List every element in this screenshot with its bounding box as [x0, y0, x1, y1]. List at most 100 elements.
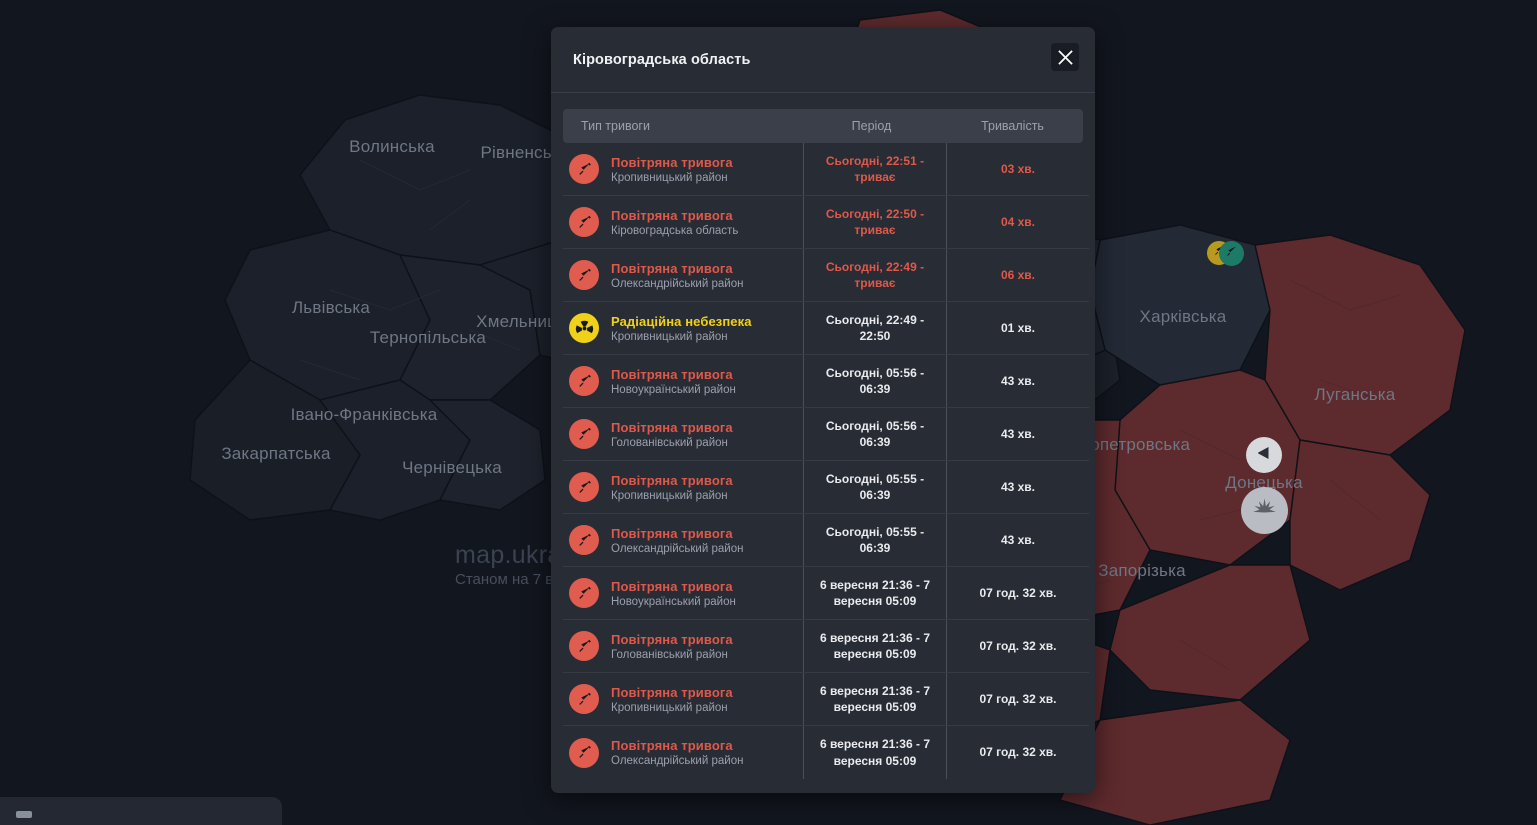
alarm-area-label: Голованівський район [611, 648, 728, 661]
table-row[interactable]: Повітряна тривога Голованівський район 6 в… [563, 620, 1089, 673]
cell-period: Сьогодні, 22:49 - триває [802, 249, 946, 301]
cell-period: Сьогодні, 05:55 - 06:39 [802, 514, 946, 566]
cell-alarm-type: Повітряна тривога Голованівський район [563, 408, 803, 460]
missile-icon [569, 737, 599, 768]
table-row[interactable]: Повітряна тривога Олександрійський район 6… [563, 726, 1089, 779]
duration-value: 43 хв. [1000, 479, 1036, 494]
panel-handle-icon [16, 811, 32, 818]
alarm-list-scroll[interactable]: Повітряна тривога Кропивницький район Сьог… [563, 143, 1089, 793]
table-row[interactable]: Повітряна тривога Кіровоградська область С… [563, 196, 1089, 249]
missile-icon [569, 631, 599, 661]
cell-period: 6 вересня 21:36 - 7 вересня 05:09 [802, 620, 946, 672]
alarm-area-label: Кропивницький район [611, 330, 728, 343]
period-value: Сьогодні, 22:50 - триває [825, 206, 925, 237]
missile-icon [569, 684, 599, 714]
cell-period: Сьогодні, 05:55 - 06:39 [802, 461, 946, 513]
cell-duration: 07 год. 32 хв. [945, 567, 1089, 619]
alarm-type-label: Повітряна тривога [611, 419, 733, 435]
missile-icon [569, 578, 599, 608]
cell-alarm-type: Повітряна тривога Новоукраїнський район [563, 567, 803, 619]
alarm-type-label: Повітряна тривога [611, 472, 733, 488]
missile-yellow-icon [1212, 243, 1227, 263]
radiation-icon [569, 313, 599, 343]
alarm-area-label: Кропивницький район [611, 701, 728, 714]
duration-value: 43 хв. [1000, 373, 1036, 388]
table-row[interactable]: Повітряна тривога Олександрійський район С… [563, 249, 1089, 302]
duration-value: 03 хв. [1000, 161, 1036, 176]
missile-icon [569, 419, 599, 449]
table-row[interactable]: Повітряна тривога Кропивницький район 6 ве… [563, 673, 1089, 726]
cell-period: Сьогодні, 22:49 - 22:50 [802, 302, 946, 354]
modal-header: Кіровоградська область [551, 27, 1095, 93]
cell-alarm-type: Радіаційна небезпека Кропивницький район [563, 302, 803, 354]
missile-icon [569, 154, 599, 184]
duration-value: 07 год. 32 хв. [979, 691, 1057, 706]
cell-period: 6 вересня 21:36 - 7 вересня 05:09 [802, 567, 946, 619]
table-row[interactable]: Повітряна тривога Голованівський район Сьо… [563, 408, 1089, 461]
cell-duration: 43 хв. [945, 461, 1089, 513]
region-alarm-modal: Кіровоградська область Тип тривоги Періо… [551, 27, 1095, 793]
duration-value: 04 хв. [1000, 214, 1036, 229]
alarm-type-label: Повітряна тривога [611, 684, 733, 700]
missile-green-icon [1224, 244, 1239, 264]
cell-period: Сьогодні, 22:50 - триває [802, 196, 946, 248]
marker-arrow[interactable] [1246, 437, 1282, 473]
period-value: 6 вересня 21:36 - 7 вересня 05:09 [819, 630, 930, 661]
alarm-area-label: Новоукраїнський район [611, 383, 736, 396]
cell-duration: 06 хв. [945, 249, 1089, 301]
cell-duration: 04 хв. [945, 196, 1089, 248]
modal-title: Кіровоградська область [573, 51, 751, 68]
alarm-type-label: Радіаційна небезпека [611, 313, 752, 329]
cell-alarm-type: Повітряна тривога Кропивницький район [563, 461, 803, 513]
cell-alarm-type: Повітряна тривога Олександрійський район [563, 726, 803, 779]
alarm-type-label: Повітряна тривога [611, 631, 733, 647]
cell-alarm-type: Повітряна тривога Кропивницький район [563, 143, 803, 195]
cell-duration: 01 хв. [945, 302, 1089, 354]
duration-value: 07 год. 32 хв. [979, 638, 1057, 653]
alarm-type-label: Повітряна тривога [611, 260, 733, 276]
marker-explosion[interactable] [1241, 487, 1288, 534]
cell-period: 6 вересня 21:36 - 7 вересня 05:09 [802, 673, 946, 725]
alarm-type-label: Повітряна тривога [611, 738, 733, 753]
alarm-area-label: Новоукраїнський район [611, 595, 736, 608]
duration-value: 43 хв. [1000, 426, 1036, 441]
table-row[interactable]: Повітряна тривога Кропивницький район Сьог… [563, 461, 1089, 514]
marker-green[interactable] [1219, 241, 1244, 266]
alarm-type-label: Повітряна тривога [611, 207, 733, 223]
close-button[interactable] [1051, 43, 1079, 71]
cell-period: Сьогодні, 22:51 - триває [802, 143, 946, 195]
cell-duration: 43 хв. [945, 514, 1089, 566]
missile-icon [569, 366, 599, 396]
drone-arrow-icon [1255, 444, 1273, 467]
missile-icon [569, 525, 599, 555]
column-header-duration: Тривалість [981, 119, 1044, 133]
table-row[interactable]: Повітряна тривога Новоукраїнський район Сь… [563, 355, 1089, 408]
table-header-row: Тип тривоги Період Тривалість [563, 109, 1083, 143]
alarm-type-label: Повітряна тривога [611, 525, 733, 541]
period-value: Сьогодні, 05:56 - 06:39 [825, 418, 925, 449]
missile-icon [569, 472, 599, 502]
map-bottom-panel[interactable] [0, 797, 282, 825]
table-row[interactable]: Радіаційна небезпека Кропивницький район С… [563, 302, 1089, 355]
period-value: Сьогодні, 22:49 - триває [825, 259, 925, 290]
column-header-period: Період [851, 119, 892, 133]
table-row[interactable]: Повітряна тривога Олександрійський район С… [563, 514, 1089, 567]
period-value: Сьогодні, 05:56 - 06:39 [825, 365, 925, 396]
duration-value: 06 хв. [1000, 267, 1036, 282]
period-value: Сьогодні, 05:55 - 06:39 [825, 524, 925, 555]
missile-icon [569, 207, 599, 237]
alarm-type-label: Повітряна тривога [611, 578, 733, 594]
duration-value: 01 хв. [1000, 320, 1036, 335]
alarm-area-label: Кропивницький район [611, 171, 728, 184]
table-row[interactable]: Повітряна тривога Новоукраїнський район 6 … [563, 567, 1089, 620]
cell-period: 6 вересня 21:36 - 7 вересня 05:09 [802, 726, 946, 779]
cell-alarm-type: Повітряна тривога Олександрійський район [563, 249, 803, 301]
alarm-type-label: Повітряна тривога [611, 366, 733, 382]
alarm-area-label: Олександрійський район [611, 277, 744, 290]
cell-duration: 07 год. 32 хв. [945, 620, 1089, 672]
duration-value: 43 хв. [1000, 532, 1036, 547]
cell-alarm-type: Повітряна тривога Голованівський район [563, 620, 803, 672]
cell-duration: 03 хв. [945, 143, 1089, 195]
table-row[interactable]: Повітряна тривога Кропивницький район Сьог… [563, 143, 1089, 196]
cell-period: Сьогодні, 05:56 - 06:39 [802, 408, 946, 460]
